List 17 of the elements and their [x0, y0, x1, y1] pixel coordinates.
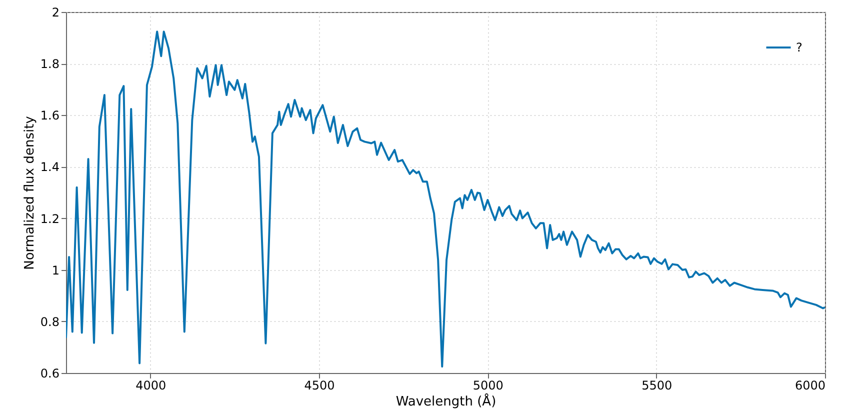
y-tick-label: 1.2: [40, 212, 60, 226]
y-tick-label: 2: [52, 6, 60, 20]
line-series: [66, 30, 825, 368]
y-axis-title: Normalized flux density: [22, 116, 38, 270]
y-tick-label: 1.6: [40, 108, 60, 123]
x-tick-label: 5000: [472, 378, 504, 392]
x-tick-label: 4000: [136, 378, 166, 392]
y-tick-label: 0.6: [40, 366, 60, 380]
y-tick-label: 1.8: [40, 57, 60, 72]
y-tick-label: 1: [52, 263, 60, 278]
x-tick-label: 4500: [304, 378, 335, 392]
legend-label: ?: [796, 40, 802, 54]
x-tick-label: 5500: [642, 378, 672, 392]
x-tick-label: 6000: [794, 378, 826, 392]
x-axis-title: Wavelength (Å): [396, 392, 496, 410]
y-tick-label: 0.8: [40, 314, 60, 329]
y-tick-label: 1.4: [40, 160, 60, 174]
